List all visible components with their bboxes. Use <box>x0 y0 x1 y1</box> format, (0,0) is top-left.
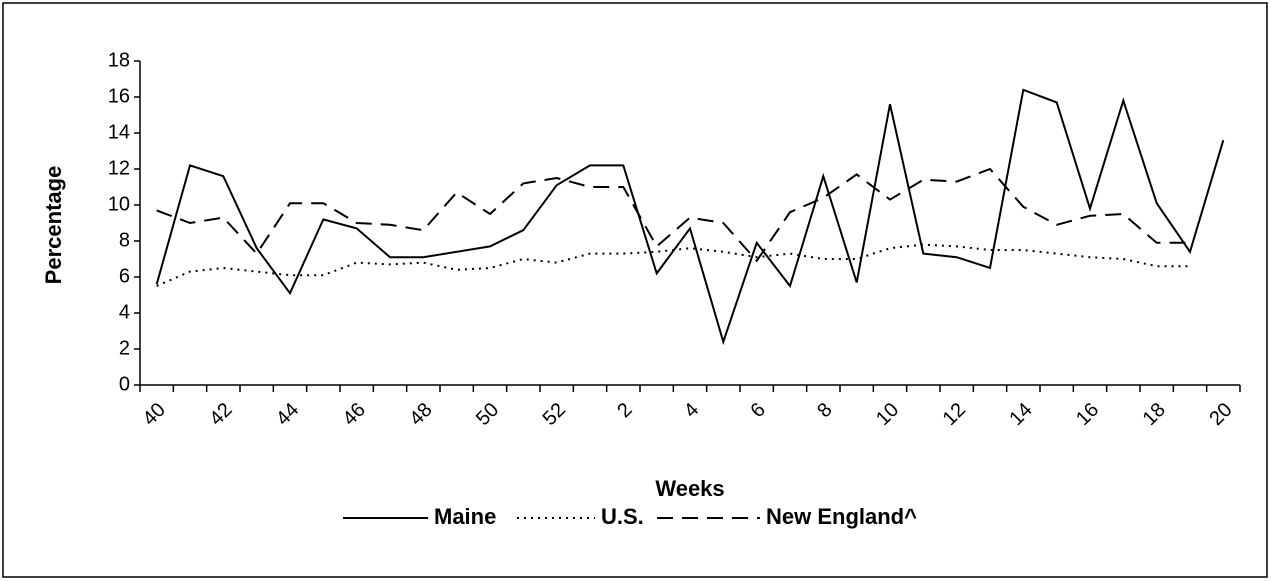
y-tick-label: 8 <box>119 229 130 251</box>
y-tick-label: 12 <box>108 157 130 179</box>
y-tick-label: 4 <box>119 301 130 323</box>
series-line <box>155 88 1225 346</box>
legend-label: Maine <box>434 504 496 529</box>
y-tick-label: 18 <box>108 49 130 71</box>
y-tick-label: 16 <box>108 85 130 107</box>
y-tick-label: 6 <box>119 265 130 287</box>
y-tick-label: 10 <box>108 193 130 215</box>
y-tick-label: 0 <box>119 373 130 395</box>
x-axis-title: Weeks <box>655 476 724 501</box>
y-axis-title: Percentage <box>41 166 66 285</box>
y-tick-label: 2 <box>119 337 130 359</box>
series-line <box>156 167 1190 263</box>
legend-label: New England^ <box>766 504 917 529</box>
legend-label: U.S. <box>601 504 644 529</box>
series-line <box>156 243 1190 287</box>
y-tick-label: 14 <box>108 121 130 143</box>
